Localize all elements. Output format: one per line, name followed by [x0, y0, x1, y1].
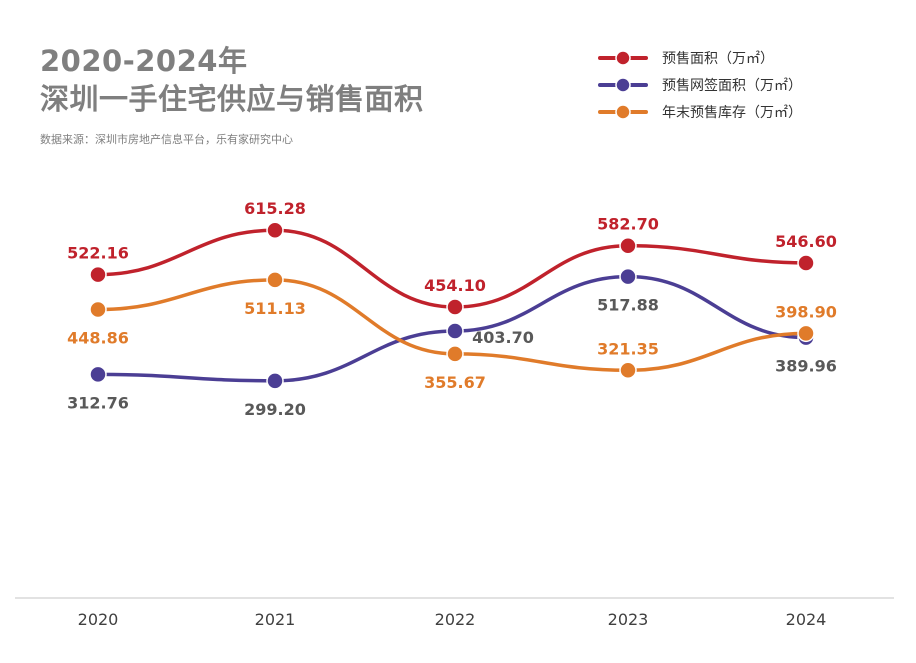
data-label-signed-2022: 403.70	[472, 328, 534, 347]
data-point-inventory-2021	[266, 271, 284, 289]
data-point-inventory-2024	[797, 324, 815, 343]
data-label-inventory-2024: 398.90	[775, 302, 837, 321]
legend-item-signed: 预售网签面积（万㎡）	[598, 71, 802, 98]
legend-item-inventory: 年末预售库存（万㎡）	[598, 98, 802, 125]
data-point-inventory-2020	[89, 300, 107, 319]
data-point-signed-2023	[619, 267, 637, 286]
legend-label-signed: 预售网签面积（万㎡）	[662, 77, 802, 94]
data-point-supply-2022	[446, 298, 464, 316]
data-label-signed-2024: 389.96	[775, 357, 837, 376]
legend-swatch-inventory	[598, 103, 648, 120]
data-label-supply-2023: 582.70	[597, 215, 659, 234]
legend-swatch-signed	[598, 76, 648, 93]
chart-title: 2020-2024年 深圳一手住宅供应与销售面积	[40, 42, 424, 118]
data-label-signed-2023: 517.88	[597, 296, 659, 315]
data-label-supply-2021: 615.28	[244, 199, 306, 218]
data-point-signed-2022	[446, 322, 464, 340]
data-label-supply-2024: 546.60	[775, 232, 837, 251]
x-tick-label-2021: 2021	[255, 610, 296, 629]
chart-title-line2: 深圳一手住宅供应与销售面积	[40, 82, 424, 116]
chart-legend: 预售面积（万㎡） 预售网签面积（万㎡） 年末预售库存（万㎡）	[598, 44, 802, 125]
legend-label-inventory: 年末预售库存（万㎡）	[662, 104, 802, 121]
data-label-inventory-2022: 355.67	[424, 373, 486, 392]
data-point-signed-2020	[89, 365, 107, 384]
x-tick-label-2024: 2024	[786, 610, 827, 629]
x-tick-label-2020: 2020	[78, 610, 119, 629]
x-tick-label-2023: 2023	[608, 610, 649, 629]
data-point-signed-2021	[266, 372, 284, 390]
legend-swatch-supply	[598, 49, 648, 66]
data-point-supply-2020	[89, 265, 107, 284]
data-point-supply-2021	[266, 221, 284, 239]
legend-label-supply: 预售面积（万㎡）	[662, 50, 774, 67]
legend-item-supply: 预售面积（万㎡）	[598, 44, 802, 71]
data-point-inventory-2023	[619, 361, 637, 380]
data-label-supply-2022: 454.10	[424, 276, 486, 295]
chart-title-line1: 2020-2024年	[40, 44, 248, 78]
data-label-inventory-2020: 448.86	[67, 329, 129, 348]
data-label-supply-2020: 522.16	[67, 244, 129, 263]
data-label-signed-2020: 312.76	[67, 393, 129, 412]
data-label-signed-2021: 299.20	[244, 400, 306, 419]
x-tick-label-2022: 2022	[435, 610, 476, 629]
data-label-inventory-2021: 511.13	[244, 299, 306, 318]
data-label-inventory-2023: 321.35	[597, 339, 659, 358]
data-source-note: 数据来源：深圳市房地产信息平台，乐有家研究中心	[40, 133, 293, 146]
data-point-supply-2024	[797, 254, 815, 272]
data-point-supply-2023	[619, 236, 637, 255]
data-point-inventory-2022	[446, 345, 464, 363]
